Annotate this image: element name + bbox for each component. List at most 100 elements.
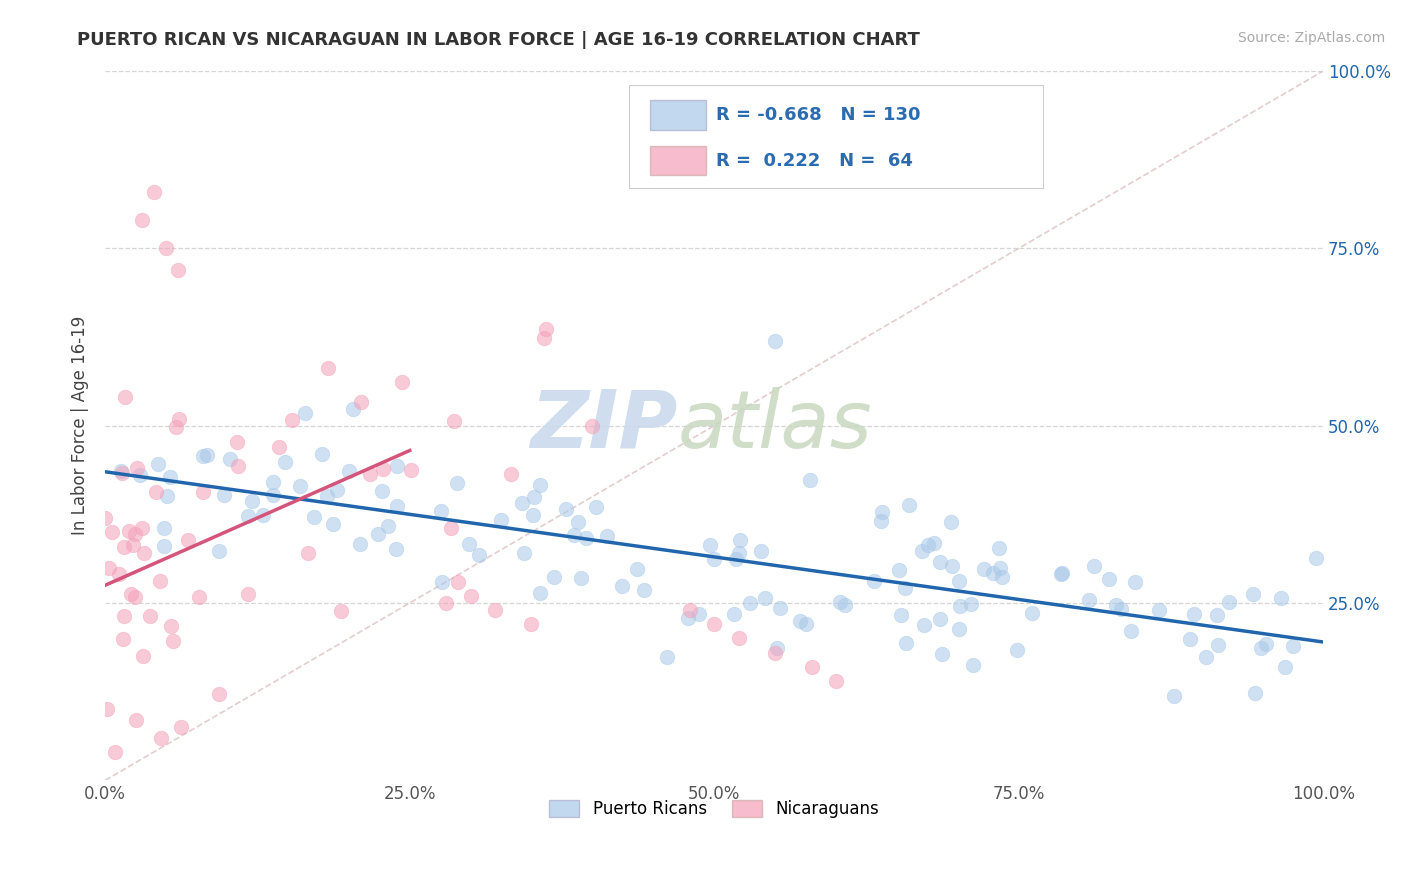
Puerto Ricans xyxy=(1078,592,1101,607)
Nicaraguans xyxy=(132,649,155,664)
Puerto Ricans xyxy=(763,334,786,348)
Puerto Ricans xyxy=(322,517,344,532)
Puerto Ricans xyxy=(740,596,762,610)
Puerto Ricans xyxy=(489,513,512,527)
Nicaraguans xyxy=(533,331,555,345)
Puerto Ricans xyxy=(238,509,260,524)
Text: ZIP: ZIP xyxy=(530,386,678,465)
Puerto Ricans xyxy=(612,578,634,592)
Text: Source: ZipAtlas.com: Source: ZipAtlas.com xyxy=(1237,31,1385,45)
Puerto Ricans xyxy=(949,599,972,614)
Puerto Ricans xyxy=(1021,606,1043,620)
Puerto Ricans xyxy=(991,570,1014,584)
Puerto Ricans xyxy=(128,468,150,483)
Puerto Ricans xyxy=(922,536,945,550)
Nicaraguans xyxy=(162,633,184,648)
Text: atlas: atlas xyxy=(678,386,872,465)
Nicaraguans xyxy=(167,262,190,277)
Puerto Ricans xyxy=(153,539,176,553)
Puerto Ricans xyxy=(894,582,917,596)
Puerto Ricans xyxy=(575,531,598,545)
Puerto Ricans xyxy=(240,493,263,508)
Nicaraguans xyxy=(142,185,165,199)
Nicaraguans xyxy=(226,434,249,449)
Nicaraguans xyxy=(124,527,146,541)
Text: PUERTO RICAN VS NICARAGUAN IN LABOR FORCE | AGE 16-19 CORRELATION CHART: PUERTO RICAN VS NICARAGUAN IN LABOR FORC… xyxy=(77,31,920,49)
Puerto Ricans xyxy=(387,499,409,513)
Puerto Ricans xyxy=(1050,566,1073,580)
Puerto Ricans xyxy=(917,538,939,552)
Puerto Ricans xyxy=(1105,599,1128,613)
Puerto Ricans xyxy=(153,521,176,535)
Puerto Ricans xyxy=(156,489,179,503)
Puerto Ricans xyxy=(554,502,576,516)
Puerto Ricans xyxy=(1163,689,1185,703)
Puerto Ricans xyxy=(1178,632,1201,647)
Puerto Ricans xyxy=(585,500,607,514)
Puerto Ricans xyxy=(262,488,284,502)
Puerto Ricans xyxy=(430,575,453,590)
Puerto Ricans xyxy=(468,549,491,563)
Puerto Ricans xyxy=(315,490,337,504)
Nicaraguans xyxy=(329,604,352,618)
Puerto Ricans xyxy=(973,562,995,576)
Nicaraguans xyxy=(131,213,153,227)
Puerto Ricans xyxy=(910,544,932,558)
Nicaraguans xyxy=(177,533,200,547)
Puerto Ricans xyxy=(342,402,364,417)
Nicaraguans xyxy=(350,395,373,409)
Puerto Ricans xyxy=(962,657,984,672)
Puerto Ricans xyxy=(1049,567,1071,582)
Nicaraguans xyxy=(499,467,522,482)
Puerto Ricans xyxy=(896,636,918,650)
Puerto Ricans xyxy=(212,488,235,502)
Nicaraguans xyxy=(679,603,702,617)
Nicaraguans xyxy=(703,617,725,632)
Puerto Ricans xyxy=(939,515,962,529)
Puerto Ricans xyxy=(676,611,699,625)
Puerto Ricans xyxy=(262,475,284,490)
Puerto Ricans xyxy=(830,595,852,609)
Nicaraguans xyxy=(391,375,413,389)
Nicaraguans xyxy=(165,420,187,434)
Nicaraguans xyxy=(371,461,394,475)
Nicaraguans xyxy=(269,440,291,454)
Puerto Ricans xyxy=(890,607,912,622)
Puerto Ricans xyxy=(208,544,231,558)
Nicaraguans xyxy=(226,459,249,474)
Nicaraguans xyxy=(124,713,146,727)
Nicaraguans xyxy=(170,720,193,734)
Puerto Ricans xyxy=(870,514,893,528)
Puerto Ricans xyxy=(1250,641,1272,656)
Nicaraguans xyxy=(443,414,465,428)
Nicaraguans xyxy=(124,591,146,605)
Puerto Ricans xyxy=(724,552,747,566)
Nicaraguans xyxy=(434,596,457,610)
Nicaraguans xyxy=(399,463,422,477)
Puerto Ricans xyxy=(789,614,811,628)
Puerto Ricans xyxy=(191,449,214,463)
Puerto Ricans xyxy=(1123,574,1146,589)
Legend: Puerto Ricans, Nicaraguans: Puerto Ricans, Nicaraguans xyxy=(543,794,886,825)
Nicaraguans xyxy=(447,574,470,589)
Puerto Ricans xyxy=(523,490,546,504)
Puerto Ricans xyxy=(288,478,311,492)
Puerto Ricans xyxy=(928,611,950,625)
Nicaraguans xyxy=(359,467,381,481)
Puerto Ricans xyxy=(567,515,589,529)
Nicaraguans xyxy=(104,745,127,759)
Nicaraguans xyxy=(149,574,172,589)
Puerto Ricans xyxy=(799,474,821,488)
Nicaraguans xyxy=(439,521,461,535)
Puerto Ricans xyxy=(159,470,181,484)
Puerto Ricans xyxy=(988,561,1011,575)
Nicaraguans xyxy=(208,687,231,701)
Puerto Ricans xyxy=(941,559,963,574)
Puerto Ricans xyxy=(1254,637,1277,651)
Nicaraguans xyxy=(127,461,149,475)
Nicaraguans xyxy=(316,360,339,375)
Nicaraguans xyxy=(187,591,209,605)
Nicaraguans xyxy=(297,546,319,560)
Puerto Ricans xyxy=(870,505,893,519)
Puerto Ricans xyxy=(730,533,752,547)
